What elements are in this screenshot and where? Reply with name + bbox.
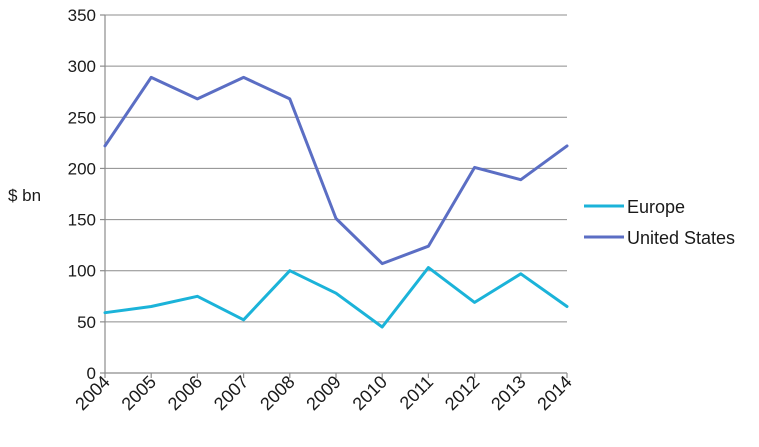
x-tick-label: 2005 [118,372,160,414]
y-tick-label: 0 [87,364,96,383]
x-tick-label: 2011 [396,372,438,414]
y-tick-label: 100 [68,262,96,281]
series-line-europe [103,266,569,329]
x-tick-label: 2007 [210,372,252,414]
x-tick-label: 2014 [533,372,575,414]
x-tick-labels: 2004 2005 2006 2007 2008 2009 2010 2011 2012 2013… [71,372,575,414]
y-tick-label: 300 [68,57,96,76]
x-tick-label: 2004 [71,372,113,414]
x-tick-label: 2009 [302,372,344,414]
y-tick-label: 350 [68,6,96,25]
x-tick-label: 2006 [164,372,206,414]
y-tick-labels: 0 50 100 150 200 250 300 350 [68,6,96,383]
legend-label: Europe [627,197,685,217]
y-tick-label: 50 [77,313,96,332]
series-line-united-states [103,75,569,266]
y-tick-label: 250 [68,108,96,127]
x-tick-label: 2010 [349,372,391,414]
legend-label: United States [627,228,735,248]
series-lines [103,75,569,329]
y-tick-label: 150 [68,211,96,230]
gridlines [105,14,567,323]
y-axis-label: $ bn [8,186,41,205]
axes [100,14,568,378]
y-tick-label: 200 [68,159,96,178]
legend: Europe United States [584,197,735,248]
x-tick-label: 2008 [256,372,298,414]
x-tick-label: 2012 [441,372,483,414]
x-tick-label: 2013 [487,372,529,414]
